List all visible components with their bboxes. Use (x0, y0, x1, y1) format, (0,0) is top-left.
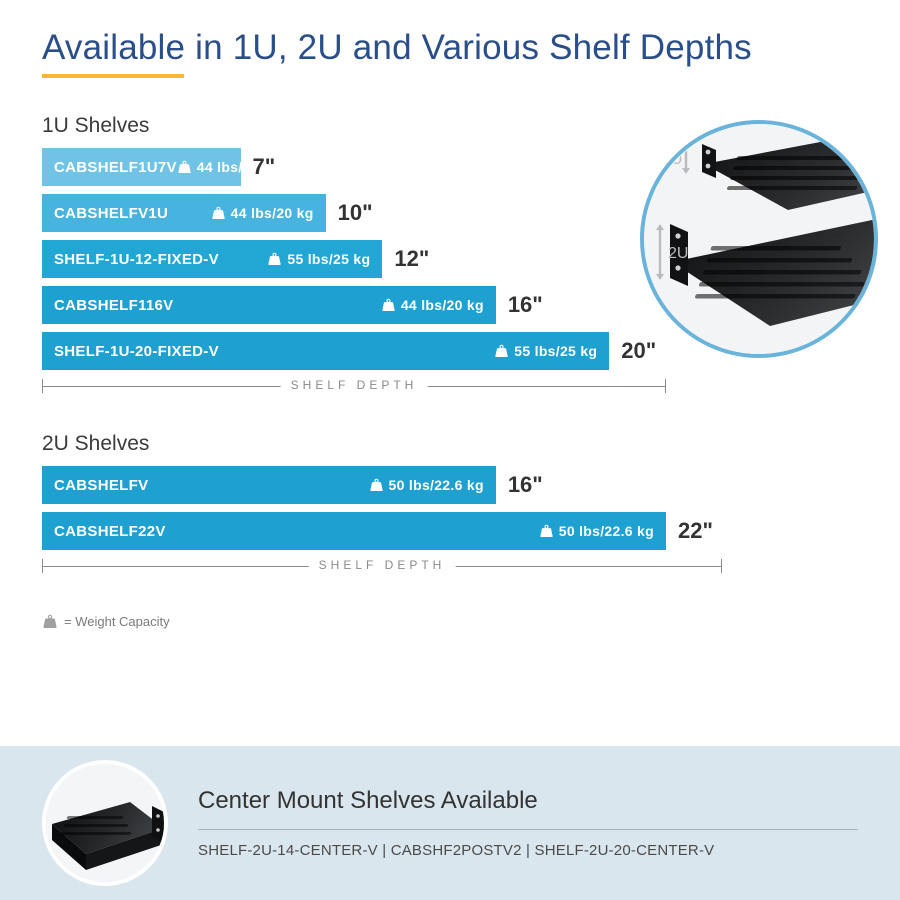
footer-product-circle (42, 760, 168, 886)
axis-label: SHELF DEPTH (309, 558, 456, 572)
bar-weight: 55 lbs/25 kg (494, 343, 597, 359)
weight-legend: = Weight Capacity (42, 614, 722, 629)
footer-skus: SHELF-2U-14-CENTER-V | CABSHF2POSTV2 | S… (198, 842, 858, 859)
weight-icon (267, 252, 282, 266)
bar-weight: 50 lbs/22.6 kg (369, 477, 484, 493)
bar: CABSHELFV1U 44 lbs/20 kg (42, 194, 326, 232)
depth-label: 16" (508, 292, 543, 318)
chart-area: 1U ShelvesCABSHELF1U7V44 lbs/20 kg7"CABS… (42, 114, 722, 629)
weight-icon (381, 298, 396, 312)
bar: CABSHELFV 50 lbs/22.6 kg (42, 466, 496, 504)
bar-weight: 44 lbs/20 kg (211, 205, 314, 221)
weight-icon (177, 160, 192, 174)
bar-row: CABSHELF22V 50 lbs/22.6 kg 22" (42, 512, 722, 550)
footer: Center Mount Shelves Available SHELF-2U-… (0, 746, 900, 900)
bar-sku: CABSHELF1U7V (54, 159, 177, 176)
bar: SHELF-1U-20-FIXED-V 55 lbs/25 kg (42, 332, 609, 370)
page-title: Available in 1U, 2U and Various Shelf De… (0, 0, 900, 74)
product-circle-top: 1U 2U (640, 120, 878, 358)
depth-label: 7" (253, 154, 276, 180)
bar-row: CABSHELF116V 44 lbs/20 kg 16" (42, 286, 722, 324)
depth-label: 16" (508, 472, 543, 498)
section-label: 2U Shelves (42, 432, 722, 456)
depth-label: 20" (621, 338, 656, 364)
weight-icon (539, 524, 554, 538)
depth-label: 10" (338, 200, 373, 226)
bar: CABSHELF1U7V44 lbs/20 kg (42, 148, 241, 186)
footer-title: Center Mount Shelves Available (198, 787, 858, 815)
footer-divider (198, 829, 858, 830)
depth-label: 22" (678, 518, 713, 544)
bar-sku: CABSHELF22V (54, 523, 166, 540)
bar-weight: 50 lbs/22.6 kg (539, 523, 654, 539)
bar-sku: CABSHELFV1U (54, 205, 168, 222)
weight-icon (369, 478, 384, 492)
bar: CABSHELF22V 50 lbs/22.6 kg (42, 512, 666, 550)
bar: CABSHELF116V 44 lbs/20 kg (42, 286, 496, 324)
bar-row: CABSHELFV 50 lbs/22.6 kg 16" (42, 466, 722, 504)
section-label: 1U Shelves (42, 114, 722, 138)
title-underline (42, 74, 184, 78)
bar-sku: CABSHELF116V (54, 297, 173, 314)
annot-2u: 2U (668, 245, 688, 262)
axis-label: SHELF DEPTH (281, 378, 428, 392)
legend-text: = Weight Capacity (64, 614, 170, 629)
bar-row: CABSHELFV1U 44 lbs/20 kg 10" (42, 194, 722, 232)
bar-sku: SHELF-1U-20-FIXED-V (54, 343, 219, 360)
bar-sku: SHELF-1U-12-FIXED-V (54, 251, 219, 268)
bar-sku: CABSHELFV (54, 477, 148, 494)
axis: SHELF DEPTH (42, 558, 722, 580)
depth-label: 12" (394, 246, 429, 272)
weight-icon (42, 614, 58, 629)
axis: SHELF DEPTH (42, 378, 666, 400)
bar-row: CABSHELF1U7V44 lbs/20 kg 7" (42, 148, 722, 186)
weight-icon (211, 206, 226, 220)
bar-row: SHELF-1U-20-FIXED-V 55 lbs/25 kg 20" (42, 332, 722, 370)
bar-weight: 44 lbs/20 kg (381, 297, 484, 313)
bar-weight: 55 lbs/25 kg (267, 251, 370, 267)
bar-row: SHELF-1U-12-FIXED-V 55 lbs/25 kg 12" (42, 240, 722, 278)
bar: SHELF-1U-12-FIXED-V 55 lbs/25 kg (42, 240, 382, 278)
weight-icon (494, 344, 509, 358)
